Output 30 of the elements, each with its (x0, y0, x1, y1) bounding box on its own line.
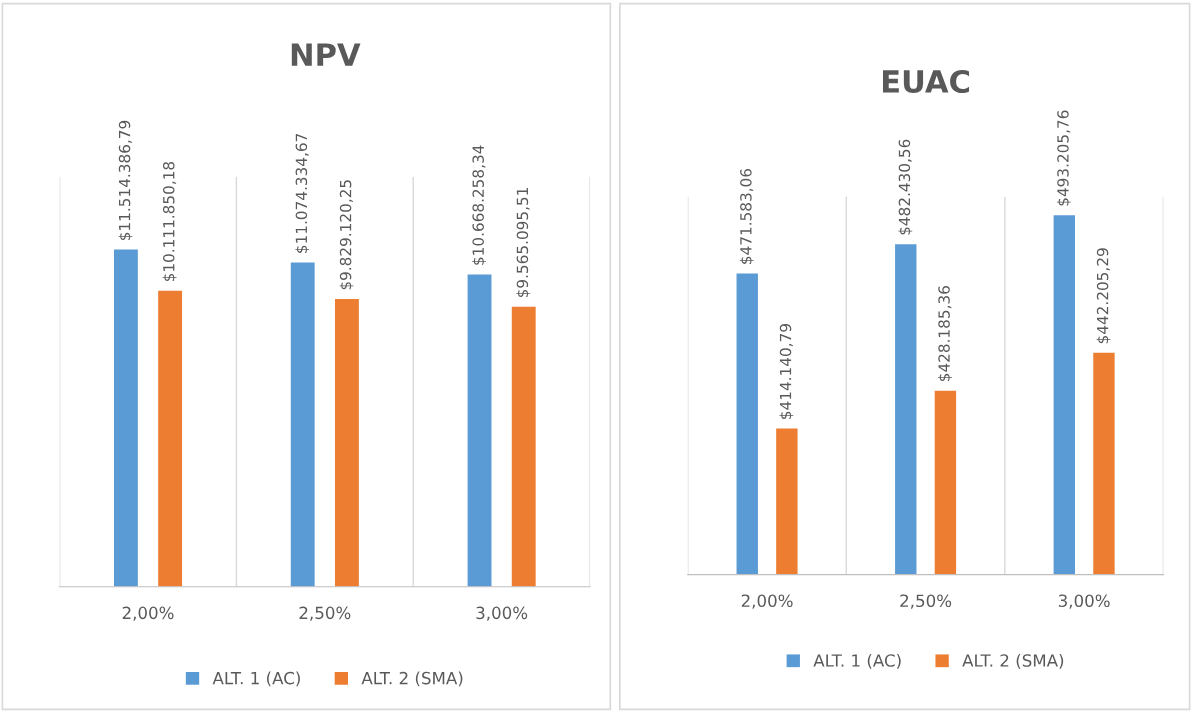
legend-label: ALT. 2 (SMA) (962, 653, 1064, 669)
data-label: $9.565.095,51 (516, 188, 531, 298)
legend-label: ALT. 1 (AC) (212, 671, 300, 687)
x-tick-label: 2,00% (741, 594, 793, 609)
bar (334, 298, 359, 587)
chart-title: NPV (291, 43, 361, 66)
data-label: $10.111.850,18 (162, 161, 177, 282)
x-tick-label: 3,00% (1058, 594, 1110, 609)
data-label: $11.514.386,79 (118, 120, 133, 241)
bar (467, 274, 492, 587)
x-tick-label: 2,00% (122, 606, 174, 621)
bar (290, 262, 315, 587)
x-tick-label: 3,00% (476, 606, 528, 621)
data-label: $428.185,36 (938, 286, 952, 382)
bar (158, 290, 183, 587)
data-label: $482.430,56 (898, 139, 913, 235)
x-tick-label: 2,50% (299, 606, 351, 621)
data-label: $414.140,79 (779, 324, 794, 419)
data-label: $493.205,76 (1056, 110, 1071, 206)
data-label: $11.074.334,67 (295, 133, 310, 253)
legend-label: ALT. 1 (AC) (813, 653, 901, 669)
data-label: $442.205,29 (1096, 248, 1111, 344)
bar (511, 306, 536, 587)
legend-label: ALT. 2 (SMA) (361, 671, 463, 687)
chart-title: EUAC (882, 69, 970, 94)
data-label: $9.829.120,25 (339, 180, 354, 290)
data-label: $471.583,06 (739, 168, 754, 264)
bar (113, 249, 138, 587)
data-label: $10.668.258,34 (472, 145, 486, 265)
x-tick-label: 2,50% (900, 594, 952, 609)
